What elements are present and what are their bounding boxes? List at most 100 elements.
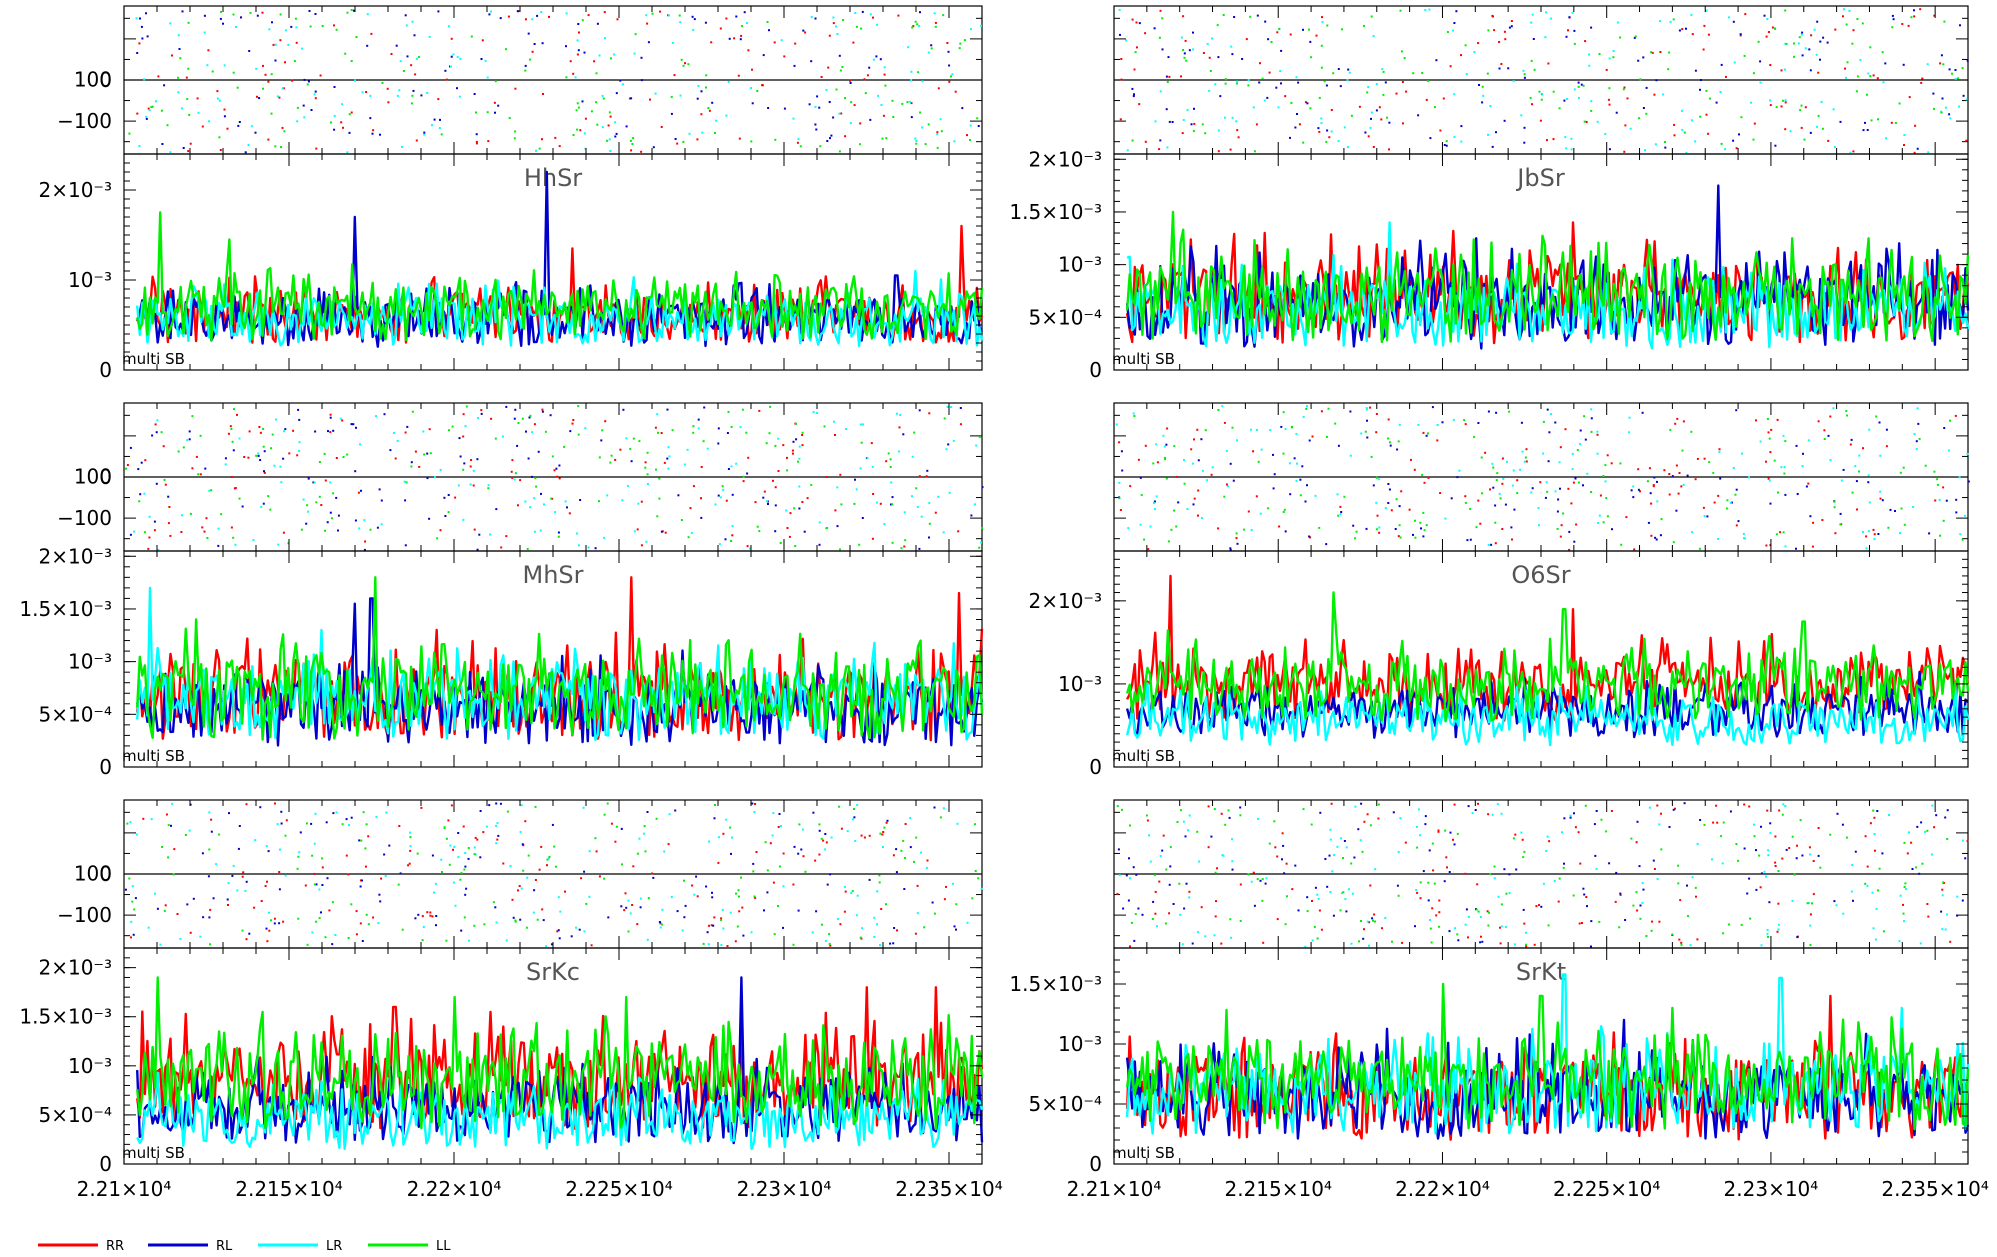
phase-point-lr	[1572, 453, 1574, 455]
phase-point-ll	[314, 883, 316, 885]
phase-point-ll	[1404, 57, 1406, 59]
phase-point-rr	[1398, 535, 1400, 537]
phase-point-rl	[1470, 539, 1472, 541]
phase-point-rr	[725, 18, 727, 20]
phase-point-lr	[1659, 20, 1661, 22]
phase-point-lr	[429, 36, 431, 38]
phase-point-ll	[1332, 72, 1334, 74]
phase-point-ll	[262, 88, 264, 90]
phase-point-lr	[1720, 91, 1722, 93]
phase-point-rl	[290, 26, 292, 28]
phase-point-rl	[1428, 899, 1430, 901]
phase-point-rl	[893, 927, 895, 929]
phase-point-rl	[245, 151, 247, 153]
phase-point-rl	[156, 431, 158, 433]
phase-point-ll	[1202, 123, 1204, 125]
phase-point-rl	[1819, 59, 1821, 61]
phase-point-ll	[471, 36, 473, 38]
phase-point-ll	[1487, 925, 1489, 927]
phase-point-lr	[1266, 877, 1268, 879]
phase-point-ll	[929, 523, 931, 525]
phase-point-rr	[273, 44, 275, 46]
phase-point-rr	[1678, 939, 1680, 941]
phase-point-rr	[1676, 465, 1678, 467]
phase-point-rr	[1311, 900, 1313, 902]
phase-point-rl	[1946, 500, 1948, 502]
phase-point-lr	[1160, 855, 1162, 857]
phase-point-lr	[1231, 838, 1233, 840]
phase-point-rl	[335, 497, 337, 499]
phase-point-rr	[1129, 485, 1131, 487]
phase-point-rl	[1172, 121, 1174, 123]
phase-point-lr	[1778, 928, 1780, 930]
phase-point-lr	[219, 100, 221, 102]
phase-point-rl	[616, 92, 618, 94]
phase-point-ll	[1723, 822, 1725, 824]
phase-point-lr	[1908, 831, 1910, 833]
phase-point-lr	[847, 830, 849, 832]
phase-point-rr	[665, 532, 667, 534]
phase-point-lr	[1642, 882, 1644, 884]
phase-point-rl	[208, 875, 210, 877]
phase-point-rl	[495, 508, 497, 510]
phase-point-lr	[772, 812, 774, 814]
phase-y-tick-label: 0	[99, 862, 112, 886]
phase-point-ll	[487, 487, 489, 489]
phase-panel: 1000−100	[57, 800, 983, 948]
phase-point-lr	[950, 406, 952, 408]
phase-point-ll	[1302, 142, 1304, 144]
phase-point-lr	[1530, 22, 1532, 24]
phase-point-rl	[816, 95, 818, 97]
phase-point-ll	[126, 823, 128, 825]
phase-point-rl	[258, 455, 260, 457]
phase-point-rr	[247, 457, 249, 459]
phase-point-ll	[1559, 878, 1561, 880]
phase-point-ll	[836, 89, 838, 91]
phase-point-ll	[463, 869, 465, 871]
phase-point-rr	[1865, 535, 1867, 537]
phase-point-rr	[1579, 923, 1581, 925]
phase-point-rl	[327, 430, 329, 432]
phase-point-ll	[1598, 921, 1600, 923]
phase-point-ll	[1184, 483, 1186, 485]
phase-point-rr	[1376, 413, 1378, 415]
phase-point-rr	[224, 109, 226, 111]
phase-point-rr	[1769, 64, 1771, 66]
phase-point-lr	[1741, 453, 1743, 455]
phase-point-rr	[1331, 109, 1333, 111]
phase-point-lr	[838, 113, 840, 115]
phase-point-rr	[1547, 63, 1549, 65]
phase-point-ll	[1669, 429, 1671, 431]
phase-point-rr	[227, 128, 229, 130]
phase-point-rl	[889, 943, 891, 945]
phase-point-rr	[173, 848, 175, 850]
phase-point-ll	[1273, 820, 1275, 822]
phase-point-ll	[1473, 436, 1475, 438]
phase-point-rl	[1169, 884, 1171, 886]
phase-point-lr	[1769, 832, 1771, 834]
phase-point-rl	[815, 18, 817, 20]
phase-point-lr	[1868, 429, 1870, 431]
phase-point-lr	[239, 438, 241, 440]
phase-point-rl	[1699, 89, 1701, 91]
phase-point-ll	[793, 944, 795, 946]
phase-point-ll	[518, 422, 520, 424]
phase-point-rl	[1828, 435, 1830, 437]
phase-point-ll	[131, 901, 133, 903]
phase-point-lr	[1416, 826, 1418, 828]
phase-point-rl	[213, 897, 215, 899]
phase-point-rl	[1370, 118, 1372, 120]
phase-point-rl	[1396, 449, 1398, 451]
phase-point-lr	[708, 841, 710, 843]
phase-point-ll	[1847, 61, 1849, 63]
phase-point-ll	[1677, 865, 1679, 867]
phase-point-ll	[1904, 886, 1906, 888]
phase-point-rl	[970, 515, 972, 517]
corner-label: multi SB	[122, 747, 185, 765]
phase-point-rl	[1733, 21, 1735, 23]
phase-point-rr	[1766, 810, 1768, 812]
phase-point-lr	[1352, 893, 1354, 895]
phase-point-rr	[814, 860, 816, 862]
phase-point-rr	[794, 43, 796, 45]
phase-point-ll	[1358, 940, 1360, 942]
